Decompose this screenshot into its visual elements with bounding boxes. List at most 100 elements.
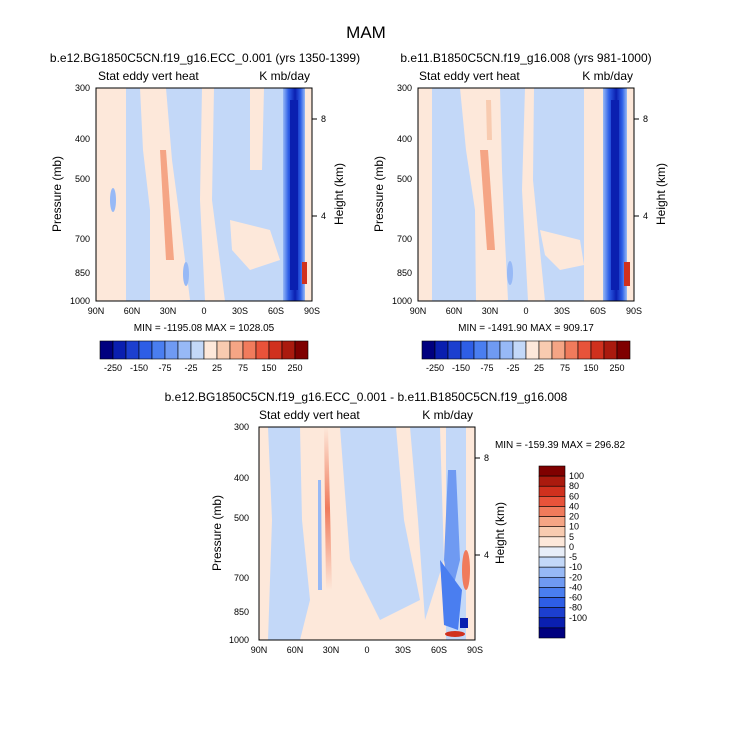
colorbar-panel-3-label: -10 [569,562,582,572]
panel-2-x-axis: 90N 60N 30N 0 30S 60S 90S [410,306,642,316]
panel-3-negative-region-3 [410,427,444,620]
panel-2-y-tick-label: 500 [397,174,412,184]
panel-3-y-axis: 300 400 500 700 850 1000 [229,422,249,645]
panel-1-contour-field [95,87,313,302]
colorbar-panel-2-swatch [564,340,579,360]
panel-2-x-tick-label: 60N [446,306,463,316]
colorbar-panel-2-label: -75 [480,363,493,373]
panel-1-y-tick-label: 400 [75,134,90,144]
figure-title: MAM [346,23,386,42]
colorbar-panel-3-swatch [538,566,566,578]
colorbar-panel-3-label: -60 [569,593,582,603]
panel-3-y-tick-label: 700 [234,573,249,583]
panel-1-left-subtitle: Stat eddy vert heat [98,69,199,83]
panel-1-positive-column [200,88,225,301]
panel-3-y-axis-label: Pressure (mb) [210,495,224,571]
panel-1-y2-tick-label: 8 [321,114,326,124]
panel-1-y-axis: 300 400 500 700 850 1000 [70,83,90,306]
colorbar-panel-2-swatch [460,340,475,360]
panel-2-positive-column [522,88,545,301]
panel-3-x-axis: 90N 60N 30N 0 30S 60S 90S [251,645,483,655]
panel-1-y-tick-label: 1000 [70,296,90,306]
panel-2-y-tick-label: 300 [397,83,412,93]
panel-2-x-tick-label: 30N [482,306,499,316]
colorbar-panel-3-swatch [538,506,566,517]
colorbar-panel-3-label: -20 [569,572,582,582]
panel-1-y-axis-label: Pressure (mb) [50,156,64,232]
panel-3-title: b.e12.BG1850C5CN.f19_g16.ECC_0.001 - b.e… [165,390,568,404]
panel-3-y2-axis: 8 4 [475,453,489,560]
panel-3-x-tick-label: 60S [431,645,447,655]
panel-3-y2-axis-label: Height (km) [493,502,507,564]
panel-1-y-tick-label: 300 [75,83,90,93]
panel-3-blue-streak [318,480,322,590]
colorbar-panel-1-label: 25 [212,363,222,373]
colorbar-panel-3-label: 0 [569,542,574,552]
colorbar-panel-2-label: 25 [534,363,544,373]
panel-3-y-tick-label: 850 [234,607,249,617]
colorbar-panel-3-label: -80 [569,603,582,613]
panel-1-x-tick-label: 90N [88,306,105,316]
colorbar-panel-2-swatch [525,340,540,360]
colorbar-panel-2-label: 250 [609,363,624,373]
colorbar-panel-3-swatch [538,587,566,598]
panel-2-stats: MIN = -1491.90 MAX = 909.17 [458,323,594,334]
panel-1-stats: MIN = -1195.08 MAX = 1028.05 [134,323,275,334]
colorbar-panel-2-swatch [512,340,527,360]
panel-3-deep-blue-cell [460,618,468,628]
colorbar-panel-3-swatch [538,556,566,568]
panel-1-y-tick-label: 500 [75,174,90,184]
colorbar-panel-2-label: -150 [452,363,470,373]
colorbar-panel-3-swatch [538,465,566,477]
panel-1-y2-axis-label: Height (km) [332,163,346,225]
colorbar-panel-2-label: -250 [426,363,444,373]
colorbar-panel-2-swatch [590,340,605,360]
colorbar-panel-1-swatch [268,340,283,360]
colorbar-panel-1-swatch [99,340,114,360]
panel-1-y-tick-label: 700 [75,234,90,244]
colorbar-panel-3-label: 20 [569,512,579,522]
panel-3-y-tick-label: 500 [234,513,249,523]
colorbar-panel-3-label: -5 [569,552,577,562]
panel-2-left-subtitle: Stat eddy vert heat [419,69,520,83]
colorbar-panel-3-swatch [538,597,566,608]
panel-2-x-tick-label: 30S [554,306,570,316]
colorbar-panel-2-swatch [486,340,501,360]
colorbar-panel-1-swatch [112,340,127,360]
panel-2-red-cell [624,262,630,286]
colorbar-panel-1-label: -150 [130,363,148,373]
panel-3-y-tick-label: 300 [234,422,249,432]
panel-2-title: b.e11.B1850C5CN.f19_g16.008 (yrs 981-100… [400,51,651,65]
panel-3-y-tick-label: 1000 [229,635,249,645]
panel-3-blue-patch [444,470,460,600]
colorbar-panel-1-swatch [216,340,231,360]
panel-2-blue-spot [507,261,513,285]
panel-1-title: b.e12.BG1850C5CN.f19_g16.ECC_0.001 (yrs … [50,51,360,65]
colorbar-panel-2-swatch [577,340,592,360]
panel-3-x-tick-label: 90S [467,645,483,655]
panel-1-y2-tick-label: 4 [321,211,326,221]
panel-3-negative-region [268,427,310,640]
colorbar-panel-3-swatch [538,485,566,497]
colorbar-panel-3-swatch [538,496,566,507]
panel-2-y-tick-label: 850 [397,268,412,278]
panel-2-red-streak [480,150,495,250]
panel-2-right-subtitle: K mb/day [582,69,633,83]
panel-1-x-tick-label: 30S [232,306,248,316]
panel-3-red-streak [324,427,332,590]
colorbar-panel-2-label: 75 [560,363,570,373]
panel-2-y2-tick-label: 4 [643,211,648,221]
panel-3-y2-tick-label: 8 [484,453,489,463]
panel-3-y-tick-label: 400 [234,473,249,483]
colorbar-panel-3-label: 40 [569,501,579,511]
colorbar-panel-2-swatch [434,340,449,360]
colorbar-panel-3-swatch [538,536,566,548]
panel-2: b.e11.B1850C5CN.f19_g16.008 (yrs 981-100… [372,51,668,334]
colorbar-panel-3-label: -40 [569,582,582,592]
panel-3-x-tick-label: 30N [323,645,340,655]
colorbar-panel-1-label: -75 [158,363,171,373]
colorbar-panel-1-swatch [138,340,153,360]
colorbar-panel-1-swatch [203,340,218,360]
